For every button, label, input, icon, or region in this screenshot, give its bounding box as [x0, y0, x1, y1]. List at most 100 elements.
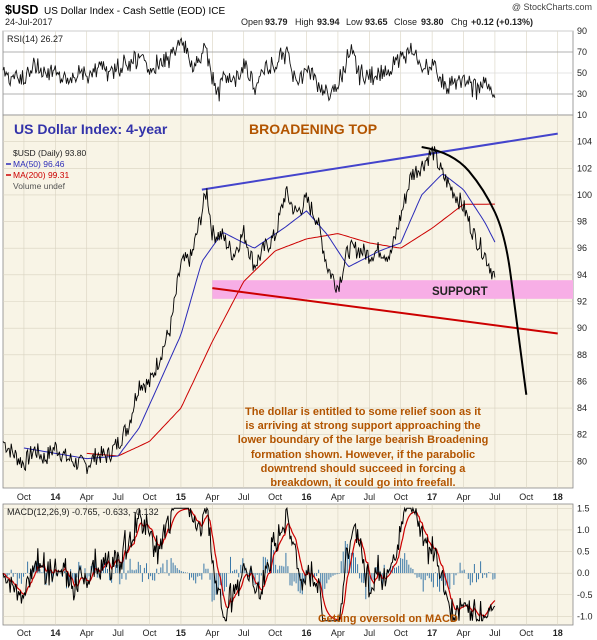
macd-panel: MACD(12,26,9) -0.765, -0.633, -0.132 Get…	[2, 503, 593, 638]
x-tick-label: Apr	[80, 492, 94, 502]
x-tick-label: Apr	[331, 628, 345, 638]
x-tick-label: Apr	[457, 492, 471, 502]
rsi-ytick-label: 30	[577, 89, 587, 99]
pattern-label: BROADENING TOP	[249, 121, 377, 137]
watermark: @ StockCharts.com	[512, 2, 592, 12]
price-ytick-label: 86	[577, 376, 587, 386]
x-tick-label: 17	[427, 492, 437, 502]
x-tick-label: Jul	[238, 628, 250, 638]
price-ytick-label: 84	[577, 403, 587, 413]
x-tick-label: 18	[553, 492, 563, 502]
x-tick-label: Jul	[364, 628, 376, 638]
price-ytick-label: 88	[577, 350, 587, 360]
price-ytick-label: 98	[577, 217, 587, 227]
high-value: 93.94	[317, 17, 340, 27]
x-tick-label: Jul	[489, 492, 501, 502]
header-date: 24-Jul-2017	[5, 17, 53, 27]
rsi-ytick-label: 90	[577, 26, 587, 36]
chart-title: US Dollar Index: 4-year	[14, 121, 168, 137]
price-line	[2, 146, 496, 474]
x-tick-label: Oct	[268, 492, 283, 502]
annotation-line-3: lower boundary of the large bearish Broa…	[238, 434, 489, 446]
annotation-line-4: formation shown. However, if the parabol…	[251, 449, 475, 461]
ma200-line	[86, 203, 495, 457]
annotation-text: The dollar is entitled to some relief so…	[238, 406, 489, 489]
chg-label: Chg	[451, 17, 468, 27]
price-ytick-label: 104	[577, 137, 592, 147]
rsi-ytick-label: 70	[577, 47, 587, 57]
x-tick-label: Jul	[238, 492, 250, 502]
x-tick-label: 16	[302, 628, 312, 638]
close-value: 93.80	[421, 17, 444, 27]
upper-trendline	[201, 132, 558, 191]
x-tick-label: Apr	[331, 492, 345, 502]
macd-line	[2, 506, 496, 622]
open-value: 93.79	[265, 17, 288, 27]
price-legend: $USD (Daily) 93.80 MA(50) 96.46 MA(200) …	[6, 148, 86, 191]
x-tick-label: 14	[50, 492, 60, 502]
x-tick-label: 18	[553, 628, 563, 638]
price-ytick-label: 102	[577, 163, 592, 173]
price-ytick-label: 94	[577, 270, 587, 280]
low-value: 93.65	[365, 17, 388, 27]
price-ytick-label: 96	[577, 243, 587, 253]
x-tick-label: 16	[302, 492, 312, 502]
low-label: Low	[346, 17, 363, 27]
x-tick-label: Oct	[143, 628, 158, 638]
header-description: US Dollar Index - Cash Settle (EOD) ICE	[44, 6, 225, 17]
x-tick-label: 15	[176, 492, 186, 502]
x-tick-label: Apr	[80, 628, 94, 638]
rsi-title: RSI(14) 26.27	[7, 34, 63, 44]
high-label: High	[295, 17, 314, 27]
macd-ytick-label: -1.0	[577, 611, 593, 621]
x-tick-label: Jul	[112, 492, 124, 502]
x-tick-label: Oct	[268, 628, 283, 638]
x-tick-label: Oct	[394, 492, 409, 502]
annotation-line-2: is arriving at strong support approachin…	[245, 420, 480, 432]
macd-ytick-label: 1.5	[577, 503, 590, 513]
x-tick-label: Oct	[394, 628, 409, 638]
x-tick-label: Oct	[17, 628, 32, 638]
chg-value: +0.12 (+0.13%)	[471, 17, 533, 27]
x-tick-label: Oct	[519, 492, 534, 502]
macd-ytick-label: 0.5	[577, 547, 590, 557]
x-tick-label: Oct	[519, 628, 534, 638]
rsi-line	[2, 37, 496, 102]
x-tick-label: 15	[176, 628, 186, 638]
x-tick-label: Oct	[143, 492, 158, 502]
header-symbol: $USD	[5, 3, 38, 17]
macd-panel-frame	[2, 503, 574, 626]
x-tick-label: Apr	[205, 628, 219, 638]
rsi-panel: RSI(14) 26.27 10 30 50 70 90	[2, 26, 587, 120]
x-tick-label: Oct	[17, 492, 32, 502]
open-label: Open	[241, 17, 263, 27]
price-ytick-label: 82	[577, 430, 587, 440]
ohlc-readout: Open 93.79 High 93.94 Low 93.65 Close 93…	[241, 17, 533, 27]
parabolic-curve	[421, 145, 528, 395]
macd-title: MACD(12,26,9) -0.765, -0.633, -0.132	[7, 507, 159, 517]
rsi-ytick-label: 50	[577, 68, 587, 78]
annotation-line-1: The dollar is entitled to some relief so…	[245, 406, 481, 418]
x-tick-label: Apr	[457, 628, 471, 638]
macd-annotation: Getting oversold on MACD	[318, 613, 458, 625]
price-ytick-label: 100	[577, 190, 592, 200]
legend-usd: $USD (Daily) 93.80	[13, 148, 86, 158]
macd-ytick-label: 1.0	[577, 525, 590, 535]
close-label: Close	[394, 17, 417, 27]
legend-ma200: MA(200) 99.31	[13, 170, 69, 180]
support-band	[212, 280, 573, 299]
annotation-line-5: downtrend should succeed in forcing a	[261, 463, 467, 475]
macd-ytick-label: 0.0	[577, 568, 590, 578]
price-panel: SUPPORT US Dollar Index: 4-year BROADENI…	[2, 114, 592, 502]
legend-ma50: MA(50) 96.46	[13, 159, 65, 169]
price-ytick-label: 92	[577, 297, 587, 307]
x-tick-label: Jul	[489, 628, 501, 638]
x-tick-label: Jul	[112, 628, 124, 638]
price-ytick-label: 90	[577, 323, 587, 333]
x-tick-label: 14	[50, 628, 60, 638]
lower-trendline	[212, 287, 558, 335]
x-tick-label: 17	[427, 628, 437, 638]
macd-ytick-label: -0.5	[577, 590, 593, 600]
rsi-ytick-label: 10	[577, 110, 587, 120]
